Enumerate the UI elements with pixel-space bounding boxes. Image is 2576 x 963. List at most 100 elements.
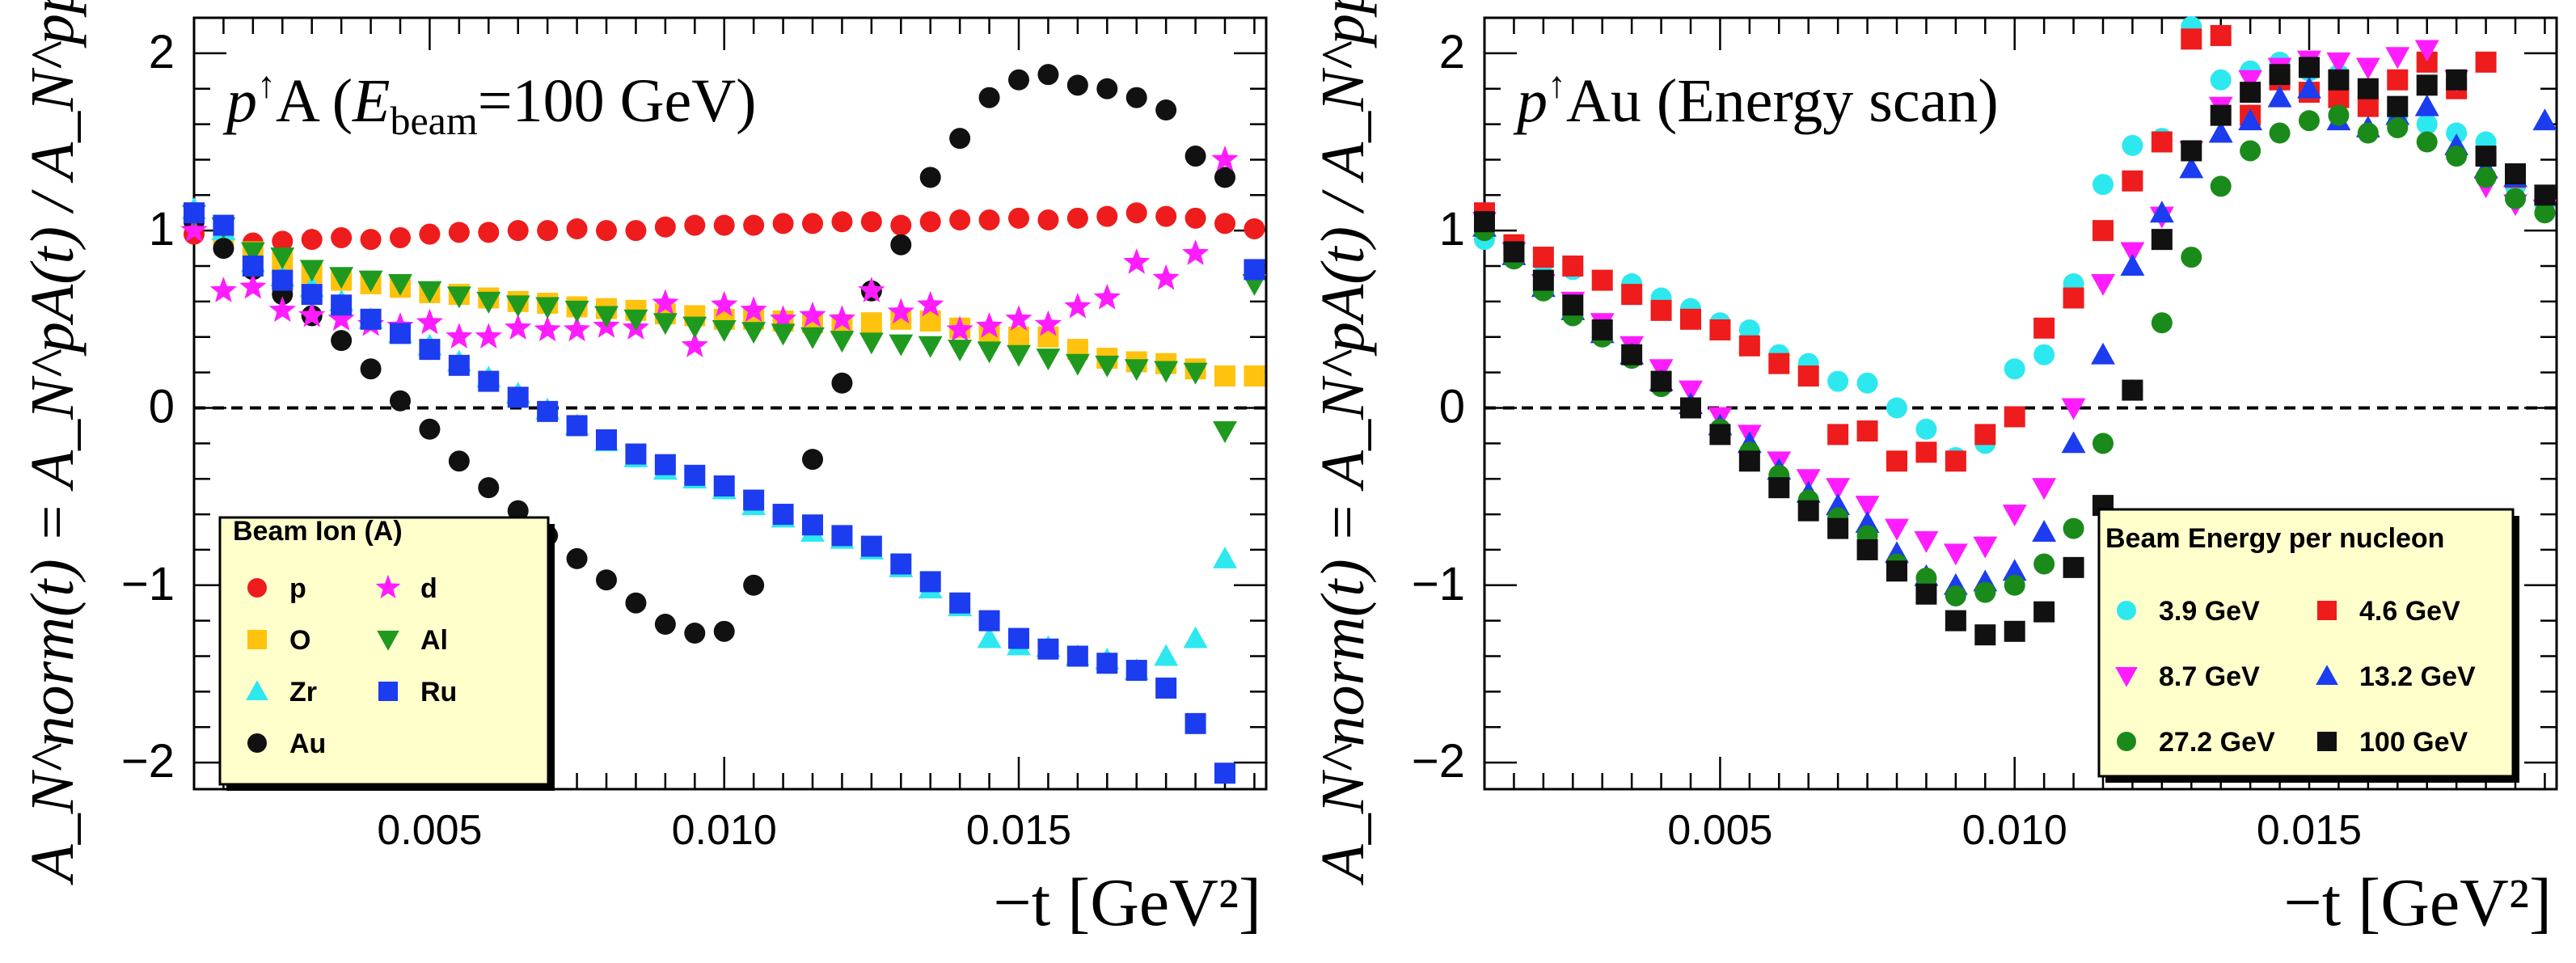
series-d xyxy=(180,145,1239,357)
data-point xyxy=(1709,424,1731,446)
x-axis-label: −t [GeV²] xyxy=(2284,865,2552,940)
data-point xyxy=(419,339,441,361)
legend-marker xyxy=(247,630,267,649)
data-point xyxy=(890,234,912,256)
x-tick-label: 0.015 xyxy=(2257,807,2362,854)
data-point xyxy=(625,592,647,614)
data-point xyxy=(977,626,1002,648)
data-point xyxy=(476,291,501,314)
data-point xyxy=(1183,626,1208,648)
x-tick-label: 0.015 xyxy=(966,807,1071,854)
data-point xyxy=(2033,317,2055,339)
data-point xyxy=(1945,585,1966,606)
x-tick-label: 0.005 xyxy=(377,807,482,854)
data-point xyxy=(1007,344,1031,367)
data-point xyxy=(2004,574,2025,596)
data-point xyxy=(2446,69,2468,91)
data-point xyxy=(978,209,1000,231)
data-point xyxy=(1562,294,1584,316)
data-point xyxy=(2416,113,2438,135)
y-tick-label: 1 xyxy=(1439,203,1465,256)
legend-title: Beam Ion (A) xyxy=(233,516,403,547)
data-point xyxy=(1856,420,1878,441)
legend-box xyxy=(218,516,550,786)
data-point xyxy=(2328,104,2350,126)
plot-frame xyxy=(1483,16,2558,791)
data-point xyxy=(654,454,676,475)
data-point xyxy=(1037,64,1059,86)
legend-title: Beam Energy per nucleon xyxy=(2105,523,2444,554)
data-point xyxy=(2297,76,2321,99)
data-point xyxy=(1532,269,1554,291)
data-point xyxy=(2091,342,2115,365)
data-point xyxy=(2238,108,2263,131)
data-point xyxy=(1096,78,1118,99)
data-point xyxy=(1974,581,1996,603)
data-point xyxy=(240,242,265,264)
data-point xyxy=(596,569,617,591)
series-p xyxy=(184,202,1265,254)
data-point xyxy=(860,535,882,557)
data-point xyxy=(1974,424,1996,446)
data-point xyxy=(890,214,912,236)
data-point xyxy=(1503,241,1525,263)
data-point xyxy=(507,500,529,522)
data-point xyxy=(2240,140,2261,162)
data-point xyxy=(654,216,676,238)
legend-marker xyxy=(2316,665,2338,686)
data-point xyxy=(2092,174,2114,196)
data-point xyxy=(329,267,354,289)
data-point xyxy=(977,341,1002,364)
data-point xyxy=(2208,120,2233,143)
data-point xyxy=(2387,116,2409,138)
data-point xyxy=(478,477,500,499)
legend-marker xyxy=(2317,601,2337,620)
data-point xyxy=(769,305,797,331)
data-point xyxy=(1680,308,1701,330)
data-point xyxy=(2505,188,2526,209)
data-point xyxy=(2063,517,2084,539)
legend-label: Au xyxy=(289,729,326,759)
data-point xyxy=(2385,47,2410,70)
data-point xyxy=(2122,170,2143,192)
data-point xyxy=(213,238,234,260)
series-100-GeV xyxy=(1474,57,2556,646)
data-point xyxy=(566,218,588,239)
data-point xyxy=(2505,163,2526,184)
legend-marker xyxy=(378,682,398,701)
legend-box xyxy=(2097,508,2515,778)
legend-marker xyxy=(2317,732,2337,751)
data-point xyxy=(1973,536,1998,559)
data-point xyxy=(1621,344,1643,365)
data-point xyxy=(2092,433,2114,454)
data-point xyxy=(1034,310,1062,336)
legend-label: 27.2 GeV xyxy=(2159,727,2275,758)
data-point xyxy=(1591,269,1613,291)
data-point xyxy=(1827,370,1849,392)
data-point xyxy=(712,320,737,342)
data-point xyxy=(1066,645,1088,667)
data-point xyxy=(419,418,441,440)
data-point xyxy=(594,306,619,328)
data-point xyxy=(1679,380,1703,403)
data-point xyxy=(831,372,853,394)
data-point xyxy=(566,547,588,569)
data-point xyxy=(771,323,796,346)
data-point xyxy=(478,222,500,243)
data-point xyxy=(1738,450,1760,472)
data-point xyxy=(331,330,353,352)
data-point xyxy=(1214,167,1235,188)
y-tick-label: 2 xyxy=(149,26,175,78)
data-point xyxy=(2446,146,2468,167)
data-point xyxy=(1213,421,1237,443)
data-point xyxy=(1064,292,1092,319)
data-point xyxy=(1738,335,1760,357)
data-point xyxy=(919,167,941,188)
data-point xyxy=(2033,553,2055,575)
data-point xyxy=(1211,145,1239,171)
data-point xyxy=(740,296,767,323)
data-point xyxy=(1008,326,1029,348)
data-point xyxy=(1562,256,1584,277)
legend-label: O xyxy=(289,625,310,656)
data-point xyxy=(360,229,382,251)
